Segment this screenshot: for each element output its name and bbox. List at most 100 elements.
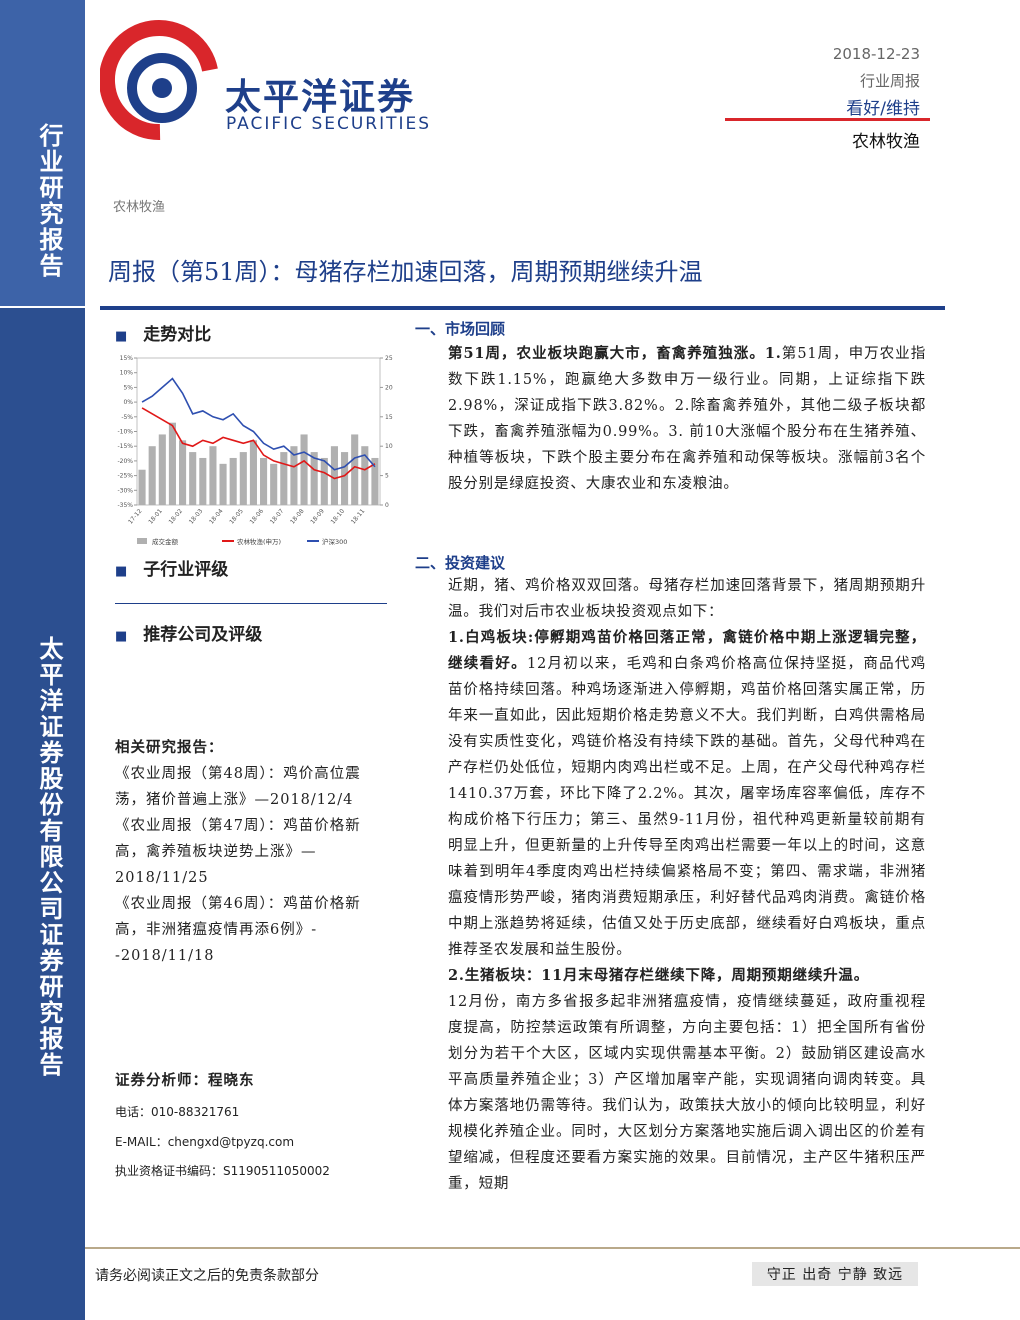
bar (260, 457, 268, 505)
date: 2018-12-23 (832, 45, 920, 63)
sidebar-top: 行业研究报告 (0, 0, 85, 306)
x-tick-label: 18-11 (350, 508, 367, 526)
email: E-MAIL：chengxd@tpyzq.com (115, 1135, 295, 1149)
paragraph: 1.白鸡板块:停孵期鸡苗价格回落正常，禽链价格中期上涨逻辑完整，继续看好。12月… (448, 625, 926, 963)
y-tick-label: 5% (123, 384, 133, 391)
bold-lead: 第51周，农业板块跑赢大市，畜禽养殖独涨。1. (448, 345, 782, 362)
logo-cn: 太平洋证券 (225, 77, 416, 118)
bar (179, 440, 187, 505)
bar (300, 434, 308, 505)
text: 12月份，南方多省报多起非洲猪瘟疫情，疫情继续蔓延，政府重视程度提高，防控禁运政… (448, 994, 926, 1192)
y-tick-label: -5% (121, 414, 133, 421)
legend-label: 成交金额 (152, 537, 179, 546)
x-tick-label: 18-05 (228, 508, 245, 526)
rating: 看好/维持 (846, 99, 920, 119)
bar (219, 463, 227, 505)
bar (199, 457, 207, 505)
bar (361, 446, 369, 505)
bar (229, 457, 237, 505)
y2-tick-label: 20 (385, 384, 393, 391)
y2-tick-label: 25 (385, 355, 393, 362)
x-tick-label: 18-09 (309, 508, 326, 526)
y-tick-label: 15% (120, 355, 134, 362)
section-heading: 二、投资建议 (415, 554, 506, 572)
bar (310, 452, 318, 505)
footer-right: 守正 出奇 宁静 致远 (752, 1262, 918, 1286)
section-body: 近期，猪、鸡价格双双回落。母猪存栏加速回落背景下，猪周期预期升温。我们对后市农业… (448, 573, 926, 1197)
x-tick-label: 18-06 (249, 508, 266, 526)
x-tick-label: 18-08 (289, 508, 306, 526)
bar (341, 452, 349, 505)
rule (115, 603, 387, 604)
bar (209, 446, 217, 505)
bar (280, 452, 288, 505)
y2-tick-label: 0 (385, 502, 389, 509)
y-tick-label: -10% (117, 429, 133, 436)
related-item: 《农业周报（第48周）：鸡价高位震荡，猪价普遍上涨》—2018/12/4 (115, 766, 361, 808)
bar (351, 434, 359, 505)
section-body: 第51周，农业板块跑赢大市，畜禽养殖独涨。1.第51周，申万农业指数下跌1.15… (448, 341, 926, 497)
bar (138, 469, 146, 505)
x-tick-label: 17-12 (127, 508, 144, 526)
legend-label: 沪深300 (322, 537, 347, 546)
y-tick-label: -20% (117, 458, 133, 465)
title: 周报（第51周）：母猪存栏加速回落，周期预期继续升温 (108, 258, 703, 286)
x-tick-label: 18-01 (147, 508, 164, 526)
related-item: 《农业周报（第46周）：鸡苗价格新高，非洲猪瘟疫情再添6例》--2018/11/… (115, 896, 361, 964)
bar (168, 422, 176, 505)
logo-mark (100, 20, 218, 141)
analyst: 证券分析师：程晓东 (115, 1072, 255, 1089)
bar (148, 446, 156, 505)
chart: 15% 10% 5% 0% -5% -10% -15% -20% -25% -30% -35% 0 5 1… (117, 355, 393, 546)
y-tick-label: 0% (123, 399, 133, 406)
cert: 执业资格证书编码：S1190511050002 (115, 1164, 330, 1178)
title-rule (100, 306, 945, 310)
x-tick-label: 18-02 (168, 508, 185, 526)
bold-lead: 2.生猪板块：11月末母猪存栏继续下降，周期预期继续升温。 (448, 967, 870, 984)
y-tick-label: -15% (117, 443, 133, 450)
report-type: 行业周报 (859, 72, 920, 90)
bar (189, 452, 197, 505)
related-item: 《农业周报（第47周）：鸡苗价格新高，禽养殖板块逆势上涨》—2018/11/25 (115, 818, 361, 886)
bar (158, 434, 166, 505)
heading: 走势对比 (115, 320, 211, 345)
bar (371, 457, 379, 505)
heading: 推荐公司及评级 (115, 620, 262, 645)
bar (320, 457, 328, 505)
heading: 子行业评级 (115, 555, 228, 580)
bar (290, 446, 298, 505)
section-heading: 一、市场回顾 (415, 320, 506, 338)
x-tick-label: 18-04 (208, 508, 225, 526)
y2-tick-label: 10 (385, 443, 393, 450)
bar (270, 463, 278, 505)
y-tick-label: -25% (117, 473, 133, 480)
line (141, 377, 376, 471)
y-tick-label: -30% (117, 487, 133, 494)
bar (239, 452, 247, 505)
footer-rule (85, 1247, 1020, 1249)
rule (725, 118, 930, 121)
line (141, 407, 376, 480)
legend-label: 农林牧渔(申万) (237, 537, 281, 546)
x-tick-label: 18-07 (269, 508, 286, 526)
related-heading: 相关研究报告： (115, 739, 224, 756)
bar (330, 446, 338, 505)
y2-tick-label: 5 (385, 473, 389, 480)
y-tick-label: -35% (117, 502, 133, 509)
sidebar-bottom: 太平洋证券股份有限公司证券研究报告 (0, 308, 85, 1320)
paragraph: 近期，猪、鸡价格双双回落。母猪存栏加速回落背景下，猪周期预期升温。我们对后市农业… (448, 578, 926, 620)
text: 12月初以来，毛鸡和白条鸡价格高位保持坚挺，商品代鸡苗价格持续回落。种鸡场逐渐进… (448, 656, 927, 958)
related-list: 《农业周报（第48周）：鸡价高位震荡，猪价普遍上涨》—2018/12/4 《农业… (115, 761, 380, 969)
sector: 农林牧渔 (852, 132, 920, 152)
paragraph: 第51周，农业板块跑赢大市，畜禽养殖独涨。1.第51周，申万农业指数下跌1.15… (448, 341, 926, 497)
y2-tick-label: 15 (385, 414, 393, 421)
y-tick-label: 10% (120, 370, 134, 377)
footer-left: 请务必阅读正文之后的免责条款部分 (95, 1268, 319, 1284)
bold-lead: 1.白鸡板块:停孵期鸡苗价格回落正常，禽链价格中期上涨逻辑完整，继续看好。 (448, 629, 926, 672)
logo-en: PACIFIC SECURITIES (226, 114, 432, 134)
x-tick-label: 18-10 (330, 508, 347, 526)
text: 第51周，申万农业指数下跌1.15%，跑赢绝大多数申万一级行业。同期，上证综指下… (448, 346, 926, 492)
paragraph: 2.生猪板块：11月末母猪存栏继续下降，周期预期继续升温。 12月份，南方多省报多… (448, 963, 926, 1197)
x-tick-label: 18-03 (188, 508, 205, 526)
